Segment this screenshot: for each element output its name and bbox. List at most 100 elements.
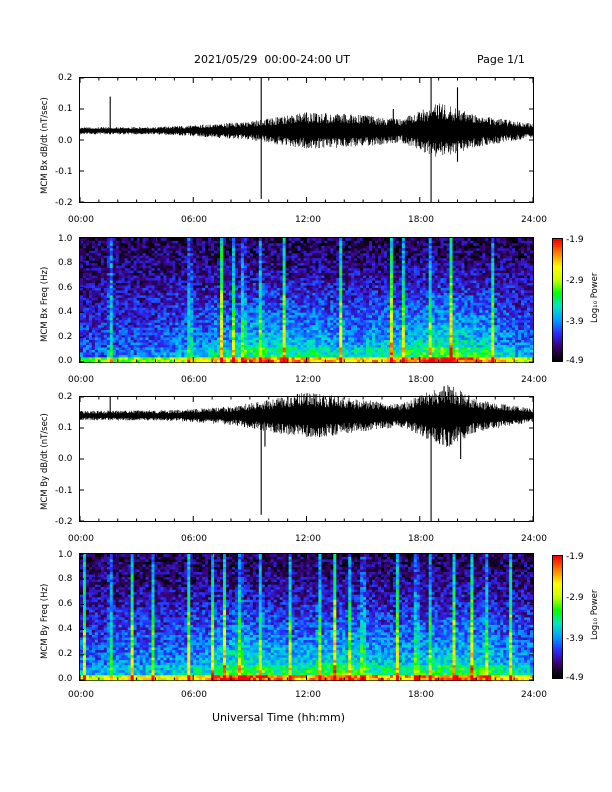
- spectrogram-cell: [345, 280, 349, 283]
- spectrogram-cell: [267, 275, 272, 279]
- spectrogram-cell: [166, 300, 170, 303]
- spectrogram-cell: [214, 329, 218, 333]
- spectrogram-cell: [205, 240, 209, 244]
- spectrogram-cell: [255, 322, 260, 326]
- spectrogram-cell: [279, 275, 284, 279]
- spectrogram-cell: [220, 357, 224, 360]
- spectrogram-cell: [363, 309, 367, 313]
- spectrogram-cell: [366, 257, 370, 261]
- spectrogram-cell: [282, 314, 286, 318]
- spectrogram-cell: [360, 272, 364, 276]
- spectrogram-cell: [273, 255, 278, 259]
- spectrogram-cell: [333, 262, 337, 266]
- spectrogram-cell: [282, 354, 286, 358]
- spectrogram-cell: [199, 267, 203, 271]
- spectrogram-cell: [184, 300, 188, 303]
- spectrogram-cell: [175, 332, 179, 336]
- spectrogram-cell: [118, 282, 123, 286]
- spectrogram-cell: [184, 295, 188, 298]
- spectrogram-cell: [288, 285, 292, 288]
- spectrogram-cell: [264, 285, 269, 288]
- spectrogram-cell: [130, 297, 134, 301]
- spectrogram-cell: [97, 352, 102, 355]
- spectrogram-cell: [202, 270, 206, 274]
- spectrogram-cell: [339, 347, 343, 350]
- spectrogram-cell: [354, 337, 358, 341]
- spectrogram-cell: [190, 334, 194, 338]
- spectrogram-cell: [291, 357, 295, 360]
- spectrogram-cell: [229, 282, 233, 286]
- spectrogram-cell: [267, 327, 272, 331]
- spectrogram-cell: [363, 257, 367, 261]
- spectrogram-cell: [124, 327, 129, 331]
- spectrogram-cell: [348, 245, 352, 249]
- spectrogram-cell: [276, 245, 281, 249]
- spectrogram-cell: [300, 339, 304, 343]
- spectrogram-cell: [118, 280, 123, 283]
- spectrogram-cell: [297, 314, 301, 318]
- spectrogram-cell: [139, 242, 143, 246]
- spectrogram-cell: [297, 270, 301, 274]
- spectrogram-cell: [160, 275, 164, 279]
- spectrogram-cell: [103, 329, 108, 333]
- spectrogram-cell: [357, 297, 361, 301]
- spectrogram-cell: [291, 307, 295, 311]
- spectrogram-cell: [279, 349, 284, 353]
- spectrogram-cell: [237, 312, 242, 316]
- spectrogram-cell: [333, 342, 337, 345]
- spectrogram-cell: [208, 290, 212, 293]
- spectrogram-cell: [82, 242, 87, 246]
- spectrogram-cell: [202, 312, 206, 316]
- spectrogram-cell: [208, 295, 212, 298]
- spectrogram-cell: [339, 285, 343, 288]
- spectrogram-cell: [133, 270, 137, 274]
- spectrogram-cell: [297, 272, 301, 276]
- spectrogram-cell: [273, 285, 278, 288]
- spectrogram-cell: [363, 352, 367, 355]
- spectrogram-cell: [91, 265, 96, 269]
- spectrogram-cell: [273, 327, 278, 331]
- spectrogram-cell: [366, 347, 370, 350]
- spectrogram-cell: [243, 300, 248, 303]
- spectrogram-cell: [208, 292, 212, 296]
- spectrogram-cell: [297, 295, 301, 298]
- spectrogram-cell: [163, 354, 167, 358]
- spectrogram-cell: [357, 265, 361, 269]
- spectrogram-cell: [336, 260, 340, 264]
- spectrogram-cell: [163, 314, 167, 318]
- spectrogram-cell: [226, 252, 230, 256]
- spectrogram-cell: [294, 329, 298, 333]
- spectrogram-cell: [264, 240, 269, 244]
- spectrogram-cell: [112, 272, 117, 276]
- spectrogram-cell: [184, 260, 188, 264]
- spectrogram-cell: [94, 322, 99, 326]
- spectrogram-cell: [91, 334, 96, 338]
- spectrogram-cell: [142, 302, 146, 306]
- spectrogram-cell: [211, 334, 215, 338]
- spectrogram-cell: [154, 314, 158, 318]
- spectrogram-cell: [336, 265, 340, 269]
- spectrogram-cell: [273, 270, 278, 274]
- spectrogram-cell: [196, 359, 200, 363]
- spectrogram-cell: [169, 267, 173, 271]
- spectrogram-cell: [294, 302, 298, 306]
- spectrogram-cell: [336, 297, 340, 301]
- spectrogram-cell: [270, 277, 275, 281]
- spectrogram-cell: [261, 342, 266, 345]
- spectrogram-cell: [178, 280, 182, 283]
- spectrogram-cell: [246, 265, 251, 269]
- spectrogram-cell: [103, 352, 108, 355]
- spectrogram-cell: [342, 272, 346, 276]
- spectrogram-cell: [351, 290, 355, 293]
- spectrogram-cell: [115, 342, 120, 345]
- spectrogram-cell: [279, 255, 284, 259]
- spectrogram-cell: [205, 287, 209, 291]
- spectrogram-cell: [306, 339, 310, 343]
- spectrogram-cell: [306, 334, 310, 338]
- spectrogram-cell: [91, 252, 96, 256]
- spectrogram-cell: [288, 270, 292, 274]
- spectrogram-cell: [342, 304, 346, 308]
- spectrogram-cell: [237, 334, 242, 338]
- spectrogram-cell: [252, 270, 257, 274]
- spectrogram-cell: [196, 297, 200, 301]
